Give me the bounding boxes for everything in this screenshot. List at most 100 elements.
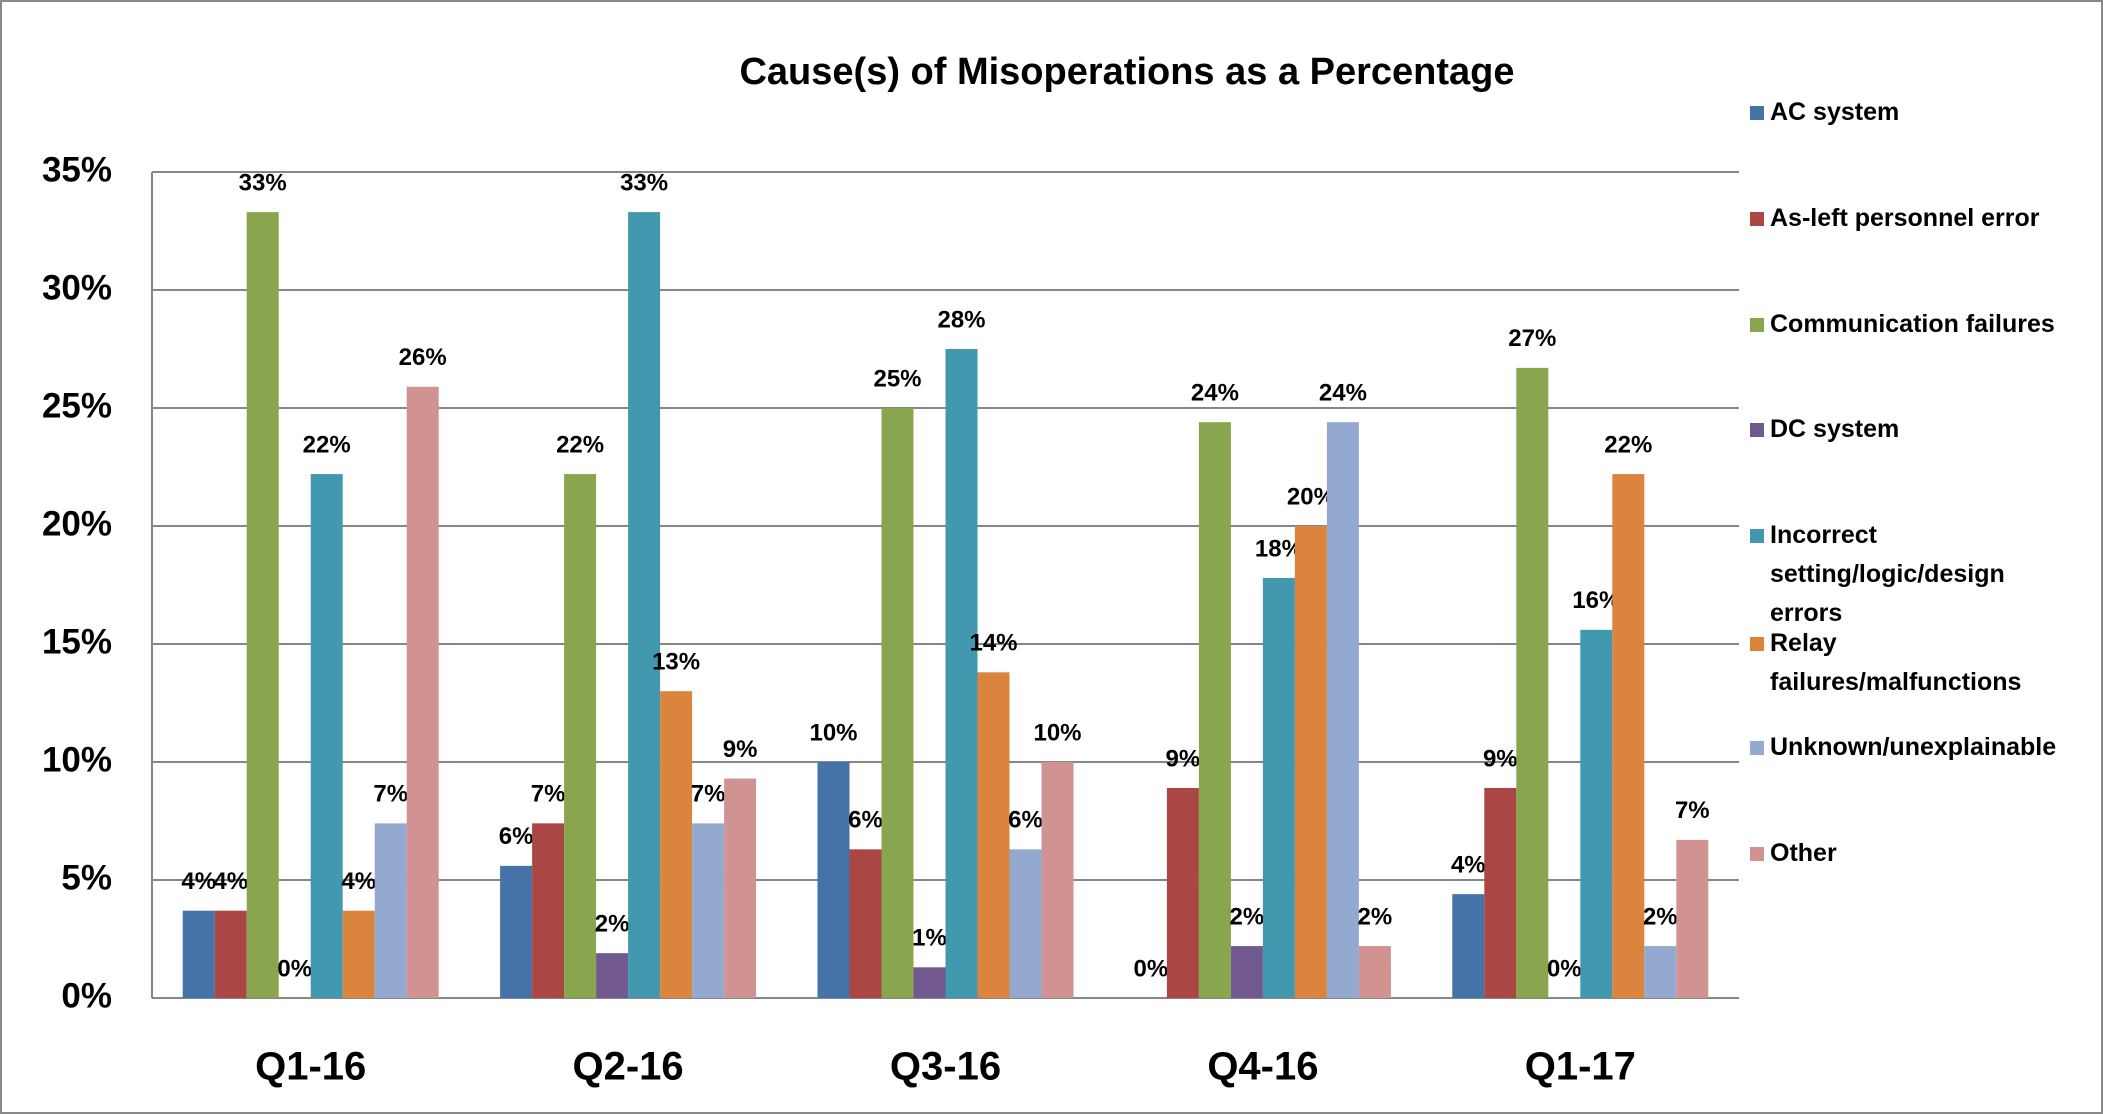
- data-label: 10%: [809, 719, 857, 746]
- legend-swatch: [1750, 106, 1764, 120]
- data-label: 26%: [399, 344, 447, 371]
- data-label: 6%: [848, 807, 883, 834]
- bar: [849, 849, 882, 998]
- data-label: 28%: [937, 306, 985, 333]
- data-label: 7%: [373, 781, 408, 808]
- data-label: 4%: [1451, 852, 1486, 879]
- data-label: 4%: [213, 868, 248, 895]
- bar: [724, 778, 757, 998]
- bar: [817, 762, 850, 998]
- x-tick-label: Q4-16: [1207, 1045, 1318, 1089]
- bar: [246, 212, 279, 998]
- x-tick-label: Q3-16: [890, 1045, 1001, 1089]
- data-label: 1%: [912, 925, 947, 952]
- data-label: 2%: [1643, 903, 1678, 930]
- bar: [1198, 422, 1231, 998]
- bar: [692, 823, 725, 998]
- data-label: 0%: [277, 955, 312, 982]
- data-label: 22%: [556, 431, 604, 458]
- data-label: 14%: [969, 630, 1017, 657]
- legend-label: Unknown/unexplainable: [1770, 733, 2056, 761]
- legend-swatch: [1750, 318, 1764, 332]
- bar: [1166, 787, 1199, 998]
- data-label: 6%: [1008, 807, 1043, 834]
- data-label: 22%: [1604, 431, 1652, 458]
- data-label: 7%: [531, 781, 566, 808]
- data-label: 25%: [873, 365, 921, 392]
- data-label: 0%: [1547, 955, 1582, 982]
- bar: [1294, 526, 1327, 998]
- y-tick-label: 0%: [61, 976, 112, 1015]
- x-tick-label: Q2-16: [573, 1045, 684, 1089]
- data-label: 9%: [1483, 745, 1518, 772]
- bar: [342, 910, 375, 998]
- bar: [1612, 474, 1645, 999]
- bar: [1484, 787, 1517, 998]
- bar: [1676, 839, 1709, 998]
- bar: [406, 386, 439, 998]
- data-label: 7%: [691, 781, 726, 808]
- bar: [374, 823, 407, 998]
- bar: [1644, 946, 1677, 998]
- data-label: 2%: [1358, 903, 1393, 930]
- data-label: 7%: [1675, 797, 1710, 824]
- y-tick-label: 30%: [42, 268, 112, 307]
- legend-label: Incorrect setting/logic/design errors: [1770, 521, 2005, 627]
- legend-label: As-left personnel error: [1770, 204, 2040, 232]
- data-label: 13%: [652, 649, 700, 676]
- data-label: 2%: [1230, 903, 1265, 930]
- bar: [1009, 849, 1042, 998]
- data-label: 22%: [303, 431, 351, 458]
- data-label: 6%: [499, 823, 534, 850]
- bar: [1580, 629, 1613, 998]
- data-label: 24%: [1319, 380, 1367, 407]
- bar: [1516, 367, 1549, 998]
- bar: [628, 212, 661, 998]
- bar: [182, 910, 215, 998]
- y-tick-label: 25%: [42, 386, 112, 425]
- y-tick-label: 10%: [42, 740, 112, 779]
- x-tick-label: Q1-17: [1525, 1045, 1636, 1089]
- bar: [1262, 577, 1295, 998]
- legend-label: Other: [1770, 839, 1837, 867]
- data-label: 0%: [1134, 955, 1169, 982]
- data-label: 9%: [1166, 745, 1201, 772]
- bar: [1358, 946, 1391, 998]
- bar: [1452, 894, 1485, 998]
- legend-swatch: [1750, 529, 1764, 543]
- legend-label: Relay failures/malfunctions: [1770, 629, 2021, 696]
- x-tick-label: Q1-16: [255, 1045, 366, 1089]
- y-tick-label: 35%: [42, 150, 112, 189]
- bar: [596, 953, 629, 998]
- legend-swatch: [1750, 423, 1764, 437]
- data-label: 27%: [1508, 325, 1556, 352]
- bar: [310, 474, 343, 999]
- legend-label: Communication failures: [1770, 310, 2055, 338]
- bar: [977, 672, 1010, 998]
- bar: [564, 474, 597, 999]
- bar: [660, 691, 693, 998]
- bar: [1230, 946, 1263, 998]
- legend-swatch: [1750, 741, 1764, 755]
- data-label: 4%: [181, 868, 216, 895]
- data-label: 33%: [620, 169, 668, 196]
- bar: [500, 865, 533, 998]
- data-label: 10%: [1033, 719, 1081, 746]
- legend-swatch: [1750, 212, 1764, 226]
- legend-label: DC system: [1770, 415, 1899, 443]
- legend-swatch: [1750, 847, 1764, 861]
- y-tick-label: 20%: [42, 504, 112, 543]
- bar: [1326, 422, 1359, 998]
- legend-swatch: [1750, 637, 1764, 651]
- data-label: 33%: [239, 169, 287, 196]
- bar: [881, 408, 914, 998]
- chart-title: Cause(s) of Misoperations as a Percentag…: [739, 51, 1514, 93]
- bar: [945, 349, 978, 998]
- y-tick-label: 5%: [61, 858, 112, 897]
- y-tick-label: 15%: [42, 622, 112, 661]
- data-label: 24%: [1191, 380, 1239, 407]
- bar: [214, 910, 247, 998]
- legend-label: AC system: [1770, 98, 1899, 126]
- data-label: 9%: [723, 736, 758, 763]
